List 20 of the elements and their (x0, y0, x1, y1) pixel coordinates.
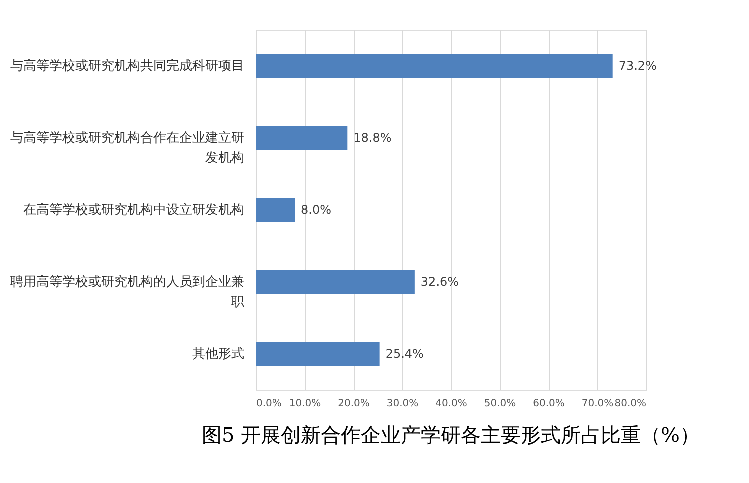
x-tick-label: 30.0% (386, 398, 419, 410)
data-label: 32.6% (420, 275, 460, 289)
y-tick-label: 其他形式 (192, 347, 244, 362)
x-tick-label: 50.0% (484, 398, 516, 410)
x-tick-label: 60.0% (533, 398, 565, 410)
x-tick-label: 20.0% (338, 398, 370, 410)
x-tick-label: 10.0% (289, 398, 322, 410)
y-tick-label: 聘用高等学校或研究机构的人员到企业兼职 (10, 274, 244, 310)
data-label: 8.0% (301, 203, 332, 217)
x-tick-label: 80.0% (614, 398, 646, 410)
data-label: 18.8% (354, 131, 392, 145)
y-tick-label: 与高等学校或研究机构共同完成科研项目 (10, 58, 244, 74)
y-tick-label: 在高等学校或研究机构中设立研发机构 (24, 202, 244, 218)
y-tick-label: 与高等学校或研究机构合作在企业建立研发机构 (10, 130, 244, 166)
x-tick-label: 0.0% (256, 398, 282, 410)
text: 图5 开展创新合作企业产学研各主要形式所占比重（%） (202, 423, 700, 447)
x-tick-label: 40.0% (436, 398, 468, 410)
data-label: 73.2% (618, 59, 657, 73)
data-label: 25.4% (386, 347, 424, 361)
x-tick-label: 70.0% (582, 398, 614, 410)
